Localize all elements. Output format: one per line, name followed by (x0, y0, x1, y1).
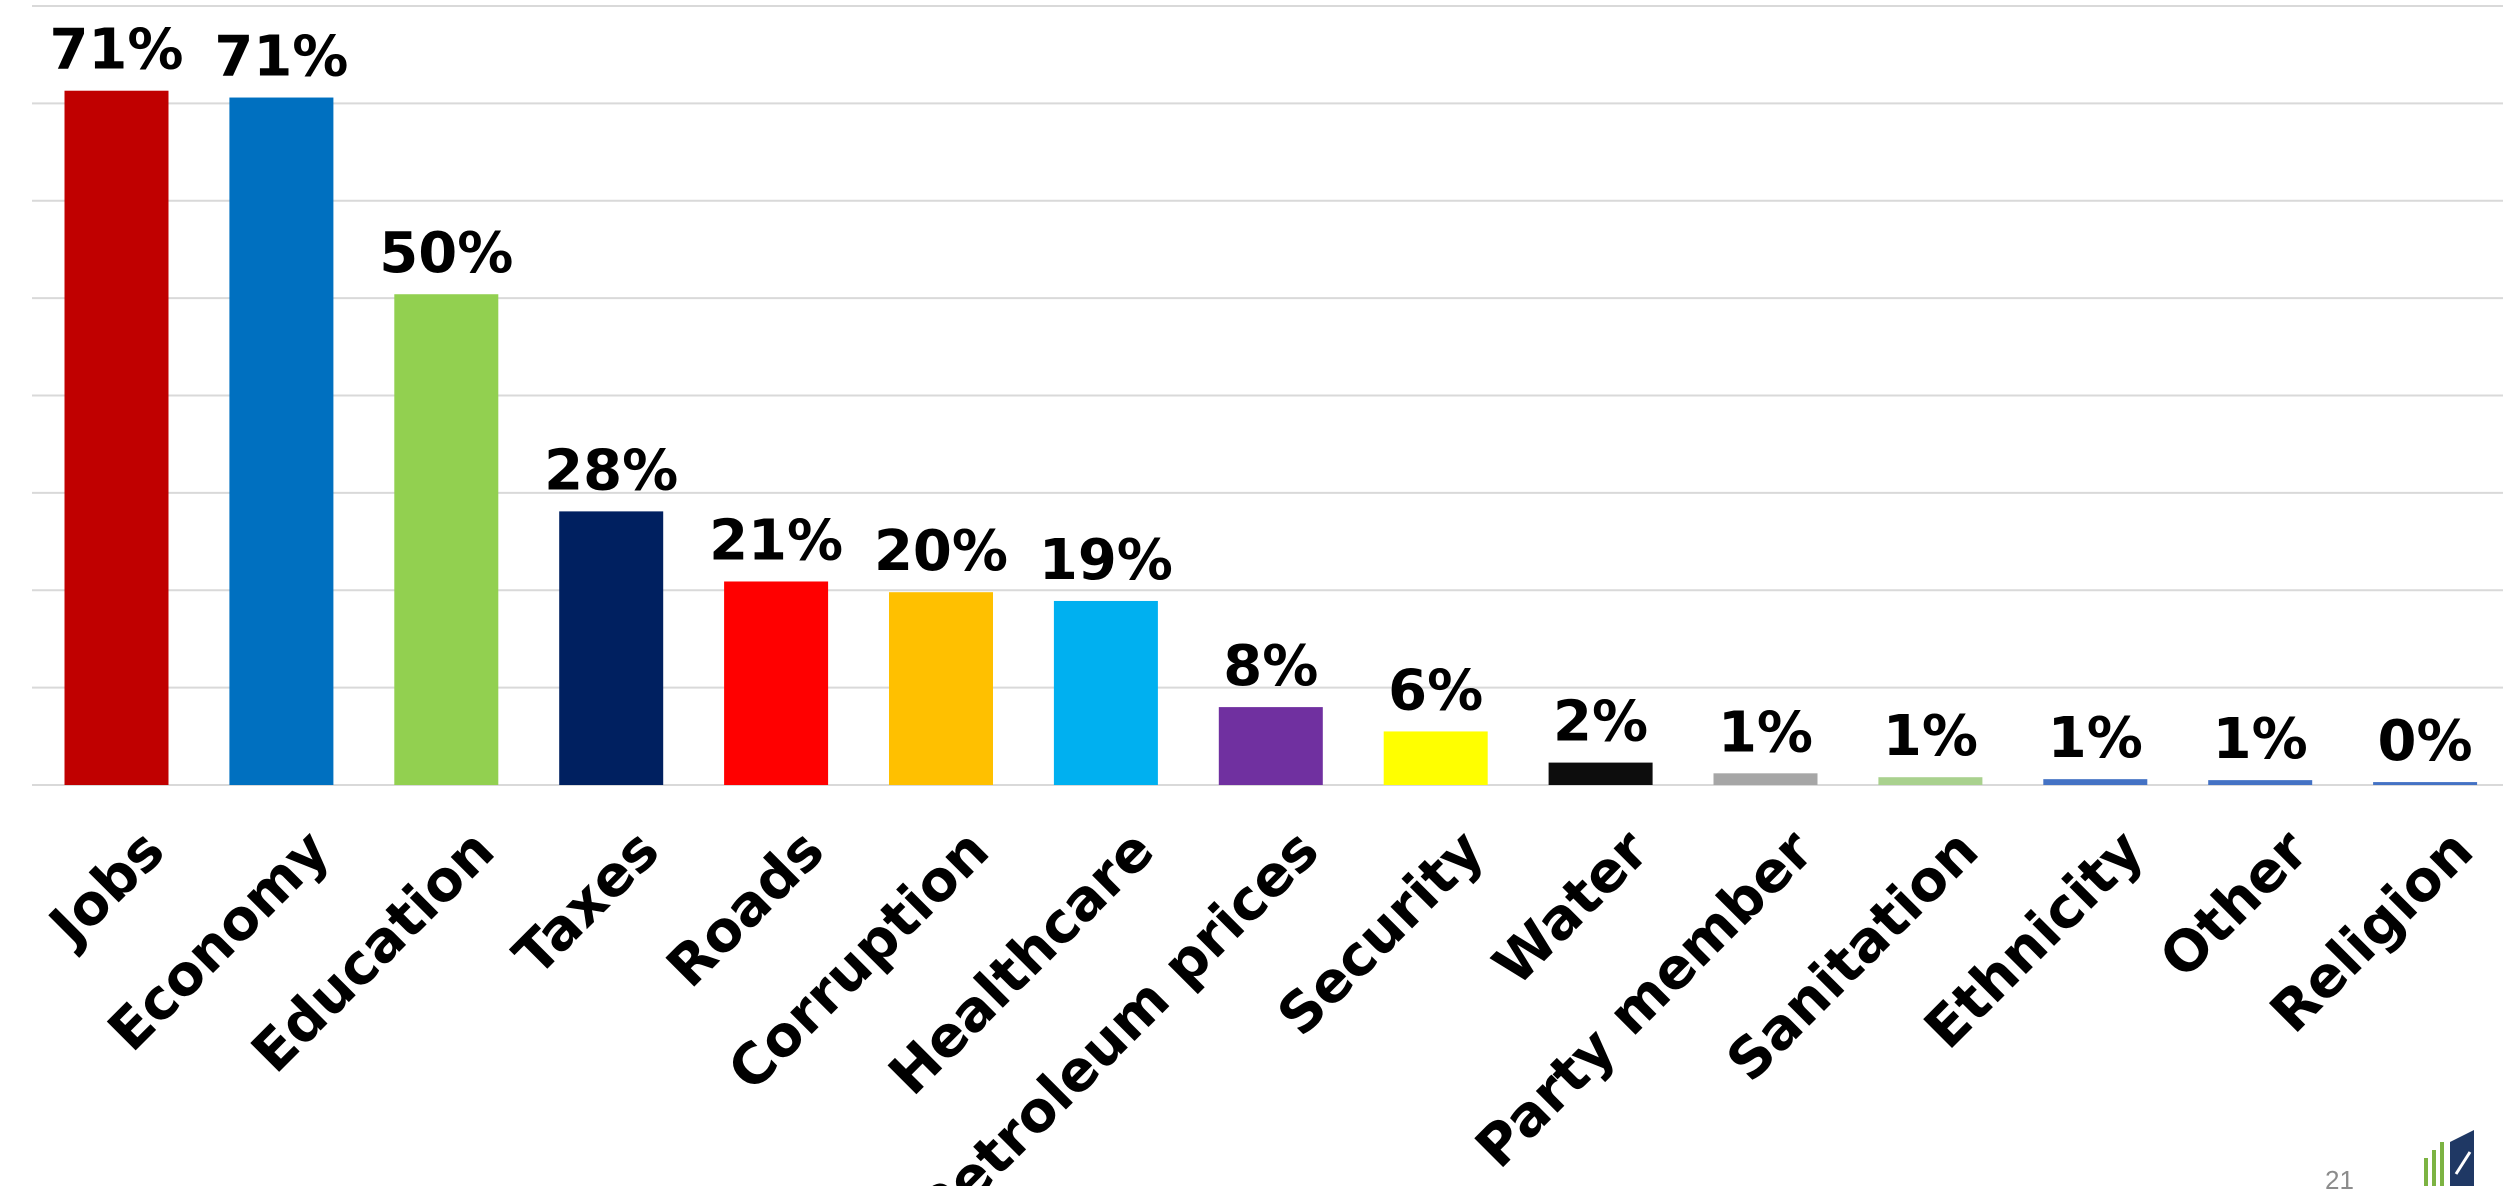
category-label: Jobs (35, 818, 178, 961)
bar-education (394, 294, 499, 785)
value-label: 21% (709, 508, 843, 573)
bar-corruption (889, 592, 993, 785)
bar-party-member (1713, 773, 1818, 785)
bar-petroleum-prices (1218, 707, 1323, 785)
bar-security (1383, 731, 1488, 785)
value-label: 6% (1388, 658, 1483, 723)
bar-jobs (64, 90, 169, 785)
value-label: 0% (2378, 709, 2473, 774)
bar-healthcare (1053, 600, 1158, 785)
bar-water (1548, 762, 1653, 785)
value-label: 1% (1718, 700, 1813, 765)
value-label: 28% (544, 438, 678, 503)
value-label: 8% (1223, 634, 1318, 699)
bars (64, 90, 2478, 786)
value-labels: 71% 71% 50% 28% 21% 20% 19% 8% 6% 2% 1% 1% 1% 1% 0% (49, 18, 2472, 774)
value-label: 71% (214, 25, 348, 90)
value-label: 1% (2048, 706, 2143, 771)
value-label: 19% (1039, 528, 1173, 593)
bar-economy (229, 97, 334, 786)
value-label: 20% (874, 519, 1008, 584)
page-number: 21 (2325, 1165, 2354, 1195)
value-label: 1% (2213, 707, 2308, 772)
value-label: 2% (1553, 690, 1648, 755)
value-label: 71% (49, 18, 183, 83)
value-label: 1% (1883, 704, 1978, 769)
bar-other (2208, 780, 2313, 785)
bar-ethnicity (2043, 779, 2148, 785)
bar-religion (2373, 782, 2478, 785)
bar-roads (724, 581, 829, 785)
bar-taxes (559, 511, 664, 785)
category-label: Taxes (501, 818, 672, 989)
value-label: 50% (379, 221, 513, 286)
rising-bars-logo-icon (2424, 1130, 2474, 1186)
bar-sanitation (1878, 777, 1983, 785)
category-labels: JobsEconomyEducationTaxesRoadsCorruption… (35, 818, 2486, 1186)
